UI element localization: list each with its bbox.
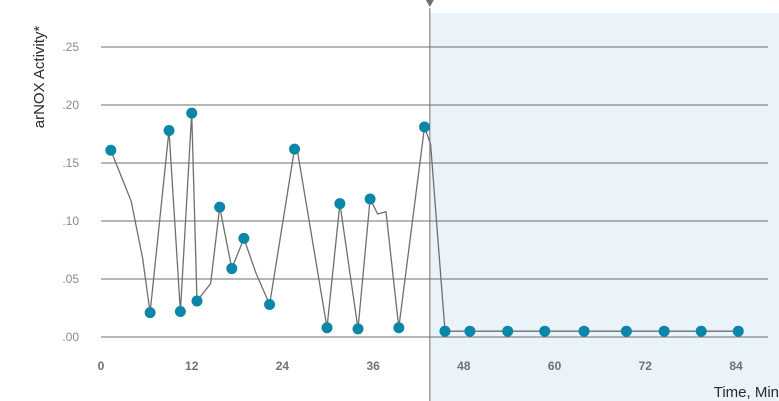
- data-point: [732, 325, 744, 337]
- data-point: [334, 198, 346, 210]
- x-tick-label: 12: [185, 359, 199, 373]
- y-tick-label: .20: [62, 98, 79, 112]
- data-point: [144, 307, 156, 319]
- data-point: [238, 232, 250, 244]
- data-point: [186, 107, 198, 119]
- x-tick-label: 36: [366, 359, 380, 373]
- x-tick-label: 84: [729, 359, 743, 373]
- data-point: [191, 295, 203, 307]
- data-point: [439, 325, 451, 337]
- data-point: [364, 193, 376, 205]
- data-point: [620, 325, 632, 337]
- data-point: [174, 305, 186, 317]
- y-tick-label: .10: [62, 214, 79, 228]
- data-point: [464, 325, 476, 337]
- data-point: [163, 125, 175, 137]
- y-axis-ticks: .00 .05 .10 .15 .20 .25: [62, 40, 79, 344]
- y-tick-label: .00: [62, 330, 79, 344]
- data-point: [226, 263, 238, 275]
- treatment-arrow-icon: [425, 0, 434, 7]
- x-tick-label: 0: [98, 359, 105, 373]
- x-tick-label: 24: [276, 359, 290, 373]
- x-tick-label: 72: [639, 359, 653, 373]
- data-point: [658, 325, 670, 337]
- data-point: [214, 201, 226, 213]
- series-points: [105, 107, 744, 337]
- y-axis-title: arNOX Activity*: [31, 26, 48, 129]
- data-point: [321, 322, 333, 334]
- data-point: [393, 322, 405, 334]
- x-tick-label: 60: [548, 359, 562, 373]
- series-line: [110, 113, 739, 332]
- x-axis-title: Time, Min: [714, 384, 779, 401]
- data-point: [695, 325, 707, 337]
- x-axis-ticks: 0 12 24 36 48 60 72 84: [98, 359, 743, 373]
- y-tick-label: .15: [62, 156, 79, 170]
- data-point: [264, 299, 276, 311]
- data-point: [105, 144, 117, 156]
- y-tick-label: .25: [62, 40, 79, 54]
- x-tick-label: 48: [457, 359, 471, 373]
- data-point: [502, 325, 514, 337]
- data-point: [419, 121, 431, 133]
- data-point: [578, 325, 590, 337]
- y-tick-label: .05: [62, 272, 79, 286]
- data-point: [289, 143, 301, 155]
- grid: [101, 46, 768, 338]
- treatment-region: [429, 13, 779, 401]
- data-point: [539, 325, 551, 337]
- data-point: [352, 323, 364, 335]
